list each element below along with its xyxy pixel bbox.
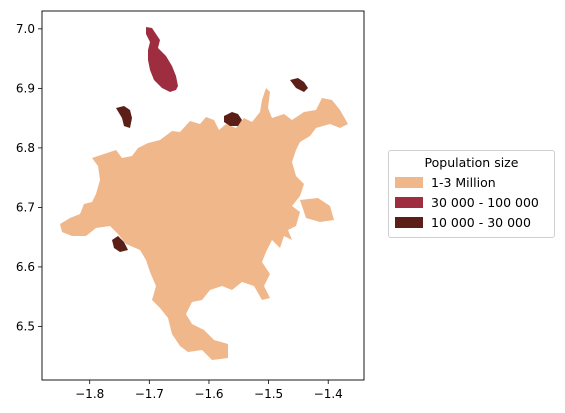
legend-item-30000-100000: 30 000 - 100 000: [395, 192, 554, 212]
town-north-large: [146, 27, 178, 92]
y-axis: 6.5 6.6 6.7 6.8 6.9 7.0: [16, 22, 42, 333]
town-northeast: [290, 78, 308, 92]
x-tick-label: −1.7: [135, 387, 164, 401]
legend-label: 30 000 - 100 000: [431, 194, 539, 210]
y-tick-label: 6.6: [16, 260, 35, 274]
y-tick-label: 6.8: [16, 141, 35, 155]
y-tick-label: 6.5: [16, 319, 35, 333]
legend-swatch: [395, 216, 423, 228]
town-west-north: [116, 106, 132, 128]
urban-area-main: [60, 88, 348, 360]
x-tick-label: −1.8: [75, 387, 104, 401]
y-tick-label: 6.9: [16, 81, 35, 95]
x-tick-label: −1.4: [314, 387, 343, 401]
legend-item-1-3-million: 1-3 Million: [395, 172, 554, 192]
legend-label: 1-3 Million: [431, 174, 496, 190]
legend-swatch: [395, 176, 423, 188]
legend-label: 10 000 - 30 000: [431, 214, 531, 230]
legend-item-10000-30000: 10 000 - 30 000: [395, 212, 554, 232]
x-tick-label: −1.6: [194, 387, 223, 401]
x-tick-label: −1.5: [254, 387, 283, 401]
legend: Population size 1-3 Million 30 000 - 100…: [388, 150, 555, 238]
y-tick-label: 6.7: [16, 200, 35, 214]
y-tick-label: 7.0: [16, 22, 35, 36]
x-axis: −1.8 −1.7 −1.6 −1.5 −1.4: [75, 380, 343, 401]
legend-title: Population size: [424, 155, 519, 170]
town-center-north: [224, 112, 242, 126]
legend-swatch: [395, 196, 423, 208]
town-west: [112, 236, 128, 252]
urban-area-main-lobe: [300, 198, 334, 222]
